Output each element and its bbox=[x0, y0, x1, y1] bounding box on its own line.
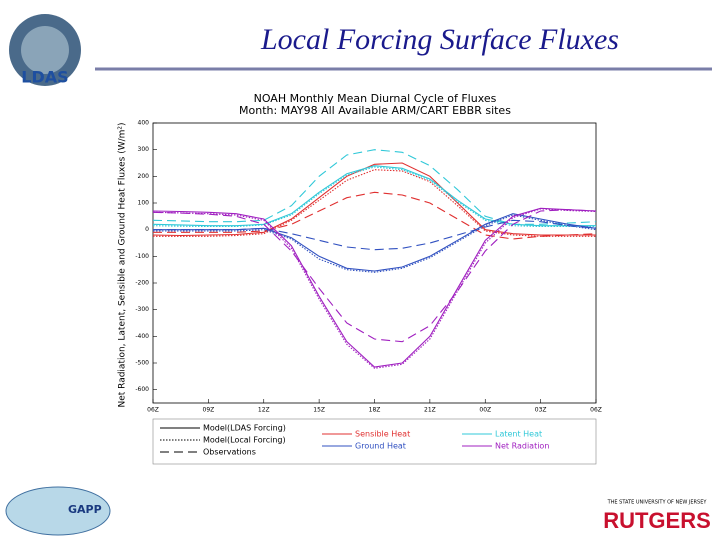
series-line bbox=[152, 166, 596, 228]
y-tick-label: -500 bbox=[135, 360, 149, 367]
series-line bbox=[153, 214, 597, 273]
chart-subtitle: Month: MAY98 All Available ARM/CART EBBR… bbox=[239, 104, 511, 117]
x-tick-label: 00Z bbox=[479, 407, 491, 414]
legend-label: Ground Heat bbox=[355, 442, 406, 451]
x-tick-label: 03Z bbox=[535, 407, 547, 414]
series-line bbox=[152, 207, 597, 368]
rutgers-logo: THE STATE UNIVERSITY OF NEW JERSEY RUTGE… bbox=[603, 500, 711, 533]
y-tick-label: 200 bbox=[138, 173, 150, 180]
x-tick-label: 18Z bbox=[369, 407, 381, 414]
series-line bbox=[153, 191, 597, 240]
legend-label: Latent Heat bbox=[495, 430, 542, 439]
y-tick-label: -300 bbox=[135, 306, 149, 313]
logo-text: LDAS bbox=[21, 68, 68, 87]
x-tick-label: 06Z bbox=[590, 407, 602, 414]
y-axis-label: Net Radiation, Latent, Sensible and Grou… bbox=[118, 122, 128, 407]
x-tick-label: 09Z bbox=[203, 407, 215, 414]
series-line bbox=[153, 219, 597, 251]
series-line bbox=[152, 209, 597, 343]
series-line bbox=[152, 165, 596, 227]
chart-title: NOAH Monthly Mean Diurnal Cycle of Fluxe… bbox=[254, 92, 497, 105]
legend-label: Sensible Heat bbox=[355, 430, 410, 439]
logo-globe bbox=[5, 486, 111, 536]
legend-label: Model(LDAS Forcing) bbox=[203, 424, 286, 433]
x-tick-label: 21Z bbox=[424, 407, 436, 414]
legend-label: Observations bbox=[203, 448, 256, 457]
y-tick-label: -600 bbox=[135, 386, 149, 393]
plot-frame bbox=[152, 122, 597, 404]
x-tick-label: 06Z bbox=[147, 407, 159, 414]
x-tick-label: 12Z bbox=[258, 407, 270, 414]
series-line bbox=[152, 149, 597, 225]
y-tick-label: -400 bbox=[135, 333, 149, 340]
series-line bbox=[153, 169, 596, 237]
series-line bbox=[152, 162, 596, 237]
y-tick-label: 400 bbox=[138, 120, 150, 127]
logo-small-text: THE STATE UNIVERSITY OF NEW JERSEY bbox=[607, 500, 708, 506]
y-tick-label: -100 bbox=[135, 253, 149, 260]
slide-title: Local Forcing Surface Fluxes bbox=[260, 23, 619, 56]
chart: NOAH Monthly Mean Diurnal Cycle of Fluxe… bbox=[118, 92, 602, 465]
logo-text: RUTGERS bbox=[603, 508, 711, 533]
series-line bbox=[152, 208, 597, 369]
series-line bbox=[153, 213, 597, 272]
legend-label: Net Radiation bbox=[495, 442, 549, 451]
legend-box bbox=[152, 418, 597, 465]
legend-label: Model(Local Forcing) bbox=[203, 436, 286, 445]
gapp-logo: GAPP bbox=[5, 486, 111, 536]
y-tick-label: -200 bbox=[135, 280, 149, 287]
logo-text: GAPP bbox=[68, 503, 102, 516]
ldas-logo: LDAS bbox=[9, 14, 81, 87]
y-tick-label: 300 bbox=[138, 146, 150, 153]
y-tick-label: 100 bbox=[138, 200, 150, 207]
logo-inner bbox=[21, 26, 69, 74]
x-tick-label: 15Z bbox=[313, 407, 325, 414]
y-tick-label: 0 bbox=[145, 226, 149, 233]
